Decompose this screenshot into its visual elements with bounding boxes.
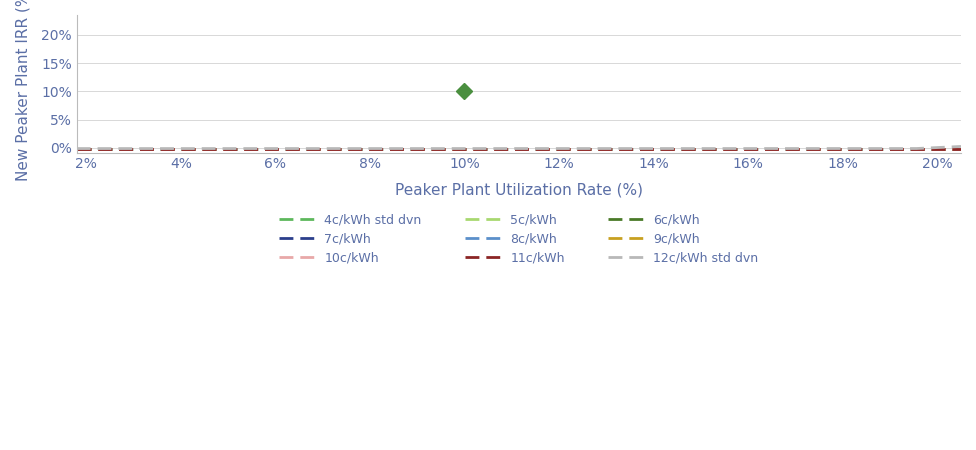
6c/kWh: [795, 146, 807, 151]
9c/kWh: [491, 146, 503, 151]
11c/kWh: [934, 146, 946, 151]
6c/kWh: [549, 146, 561, 151]
6c/kWh: [71, 146, 83, 151]
5c/kWh: [496, 146, 508, 151]
10c/kWh: [597, 146, 609, 151]
6c/kWh: [597, 146, 609, 151]
12c/kWh std dvn: [956, 144, 967, 149]
12c/kWh std dvn: [934, 145, 946, 150]
12c/kWh std dvn: [549, 146, 561, 151]
11c/kWh: [549, 146, 561, 151]
7c/kWh: [795, 146, 807, 151]
11c/kWh: [956, 146, 967, 151]
4c/kWh std dvn: [491, 146, 503, 151]
9c/kWh: [795, 146, 807, 151]
4c/kWh std dvn: [496, 146, 508, 151]
12c/kWh std dvn: [597, 146, 609, 151]
7c/kWh: [71, 146, 83, 151]
7c/kWh: [597, 146, 609, 151]
9c/kWh: [496, 146, 508, 151]
Line: 12c/kWh std dvn: 12c/kWh std dvn: [77, 146, 961, 148]
10c/kWh: [934, 146, 946, 151]
7c/kWh: [934, 146, 946, 151]
8c/kWh: [71, 146, 83, 151]
6c/kWh: [956, 146, 967, 151]
X-axis label: Peaker Plant Utilization Rate (%): Peaker Plant Utilization Rate (%): [395, 183, 643, 198]
7c/kWh: [956, 146, 967, 151]
4c/kWh std dvn: [71, 146, 83, 151]
10c/kWh: [496, 146, 508, 151]
12c/kWh std dvn: [795, 146, 807, 151]
8c/kWh: [795, 146, 807, 151]
10c/kWh: [491, 146, 503, 151]
6c/kWh: [491, 146, 503, 151]
12c/kWh std dvn: [491, 146, 503, 151]
8c/kWh: [491, 146, 503, 151]
6c/kWh: [934, 146, 946, 151]
5c/kWh: [549, 146, 561, 151]
12c/kWh std dvn: [496, 146, 508, 151]
11c/kWh: [491, 146, 503, 151]
4c/kWh std dvn: [597, 146, 609, 151]
4c/kWh std dvn: [956, 146, 967, 151]
6c/kWh: [496, 146, 508, 151]
4c/kWh std dvn: [795, 146, 807, 151]
11c/kWh: [496, 146, 508, 151]
10c/kWh: [71, 146, 83, 151]
10c/kWh: [956, 146, 967, 151]
Legend: 4c/kWh std dvn, 7c/kWh, 10c/kWh, 5c/kWh, 8c/kWh, 11c/kWh, 6c/kWh, 9c/kWh, 12c/kW: 4c/kWh std dvn, 7c/kWh, 10c/kWh, 5c/kWh,…: [274, 208, 763, 270]
8c/kWh: [956, 146, 967, 151]
4c/kWh std dvn: [549, 146, 561, 151]
11c/kWh: [71, 146, 83, 151]
9c/kWh: [956, 146, 967, 151]
8c/kWh: [597, 146, 609, 151]
9c/kWh: [549, 146, 561, 151]
9c/kWh: [597, 146, 609, 151]
8c/kWh: [496, 146, 508, 151]
9c/kWh: [71, 146, 83, 151]
8c/kWh: [549, 146, 561, 151]
10c/kWh: [795, 146, 807, 151]
5c/kWh: [795, 146, 807, 151]
5c/kWh: [71, 146, 83, 151]
7c/kWh: [491, 146, 503, 151]
5c/kWh: [491, 146, 503, 151]
7c/kWh: [496, 146, 508, 151]
5c/kWh: [597, 146, 609, 151]
10c/kWh: [549, 146, 561, 151]
5c/kWh: [956, 146, 967, 151]
5c/kWh: [934, 146, 946, 151]
12c/kWh std dvn: [71, 146, 83, 151]
4c/kWh std dvn: [934, 146, 946, 151]
9c/kWh: [934, 146, 946, 151]
8c/kWh: [934, 146, 946, 151]
11c/kWh: [795, 146, 807, 151]
11c/kWh: [597, 146, 609, 151]
Y-axis label: New Peaker Plant IRR (%): New Peaker Plant IRR (%): [15, 0, 30, 181]
7c/kWh: [549, 146, 561, 151]
